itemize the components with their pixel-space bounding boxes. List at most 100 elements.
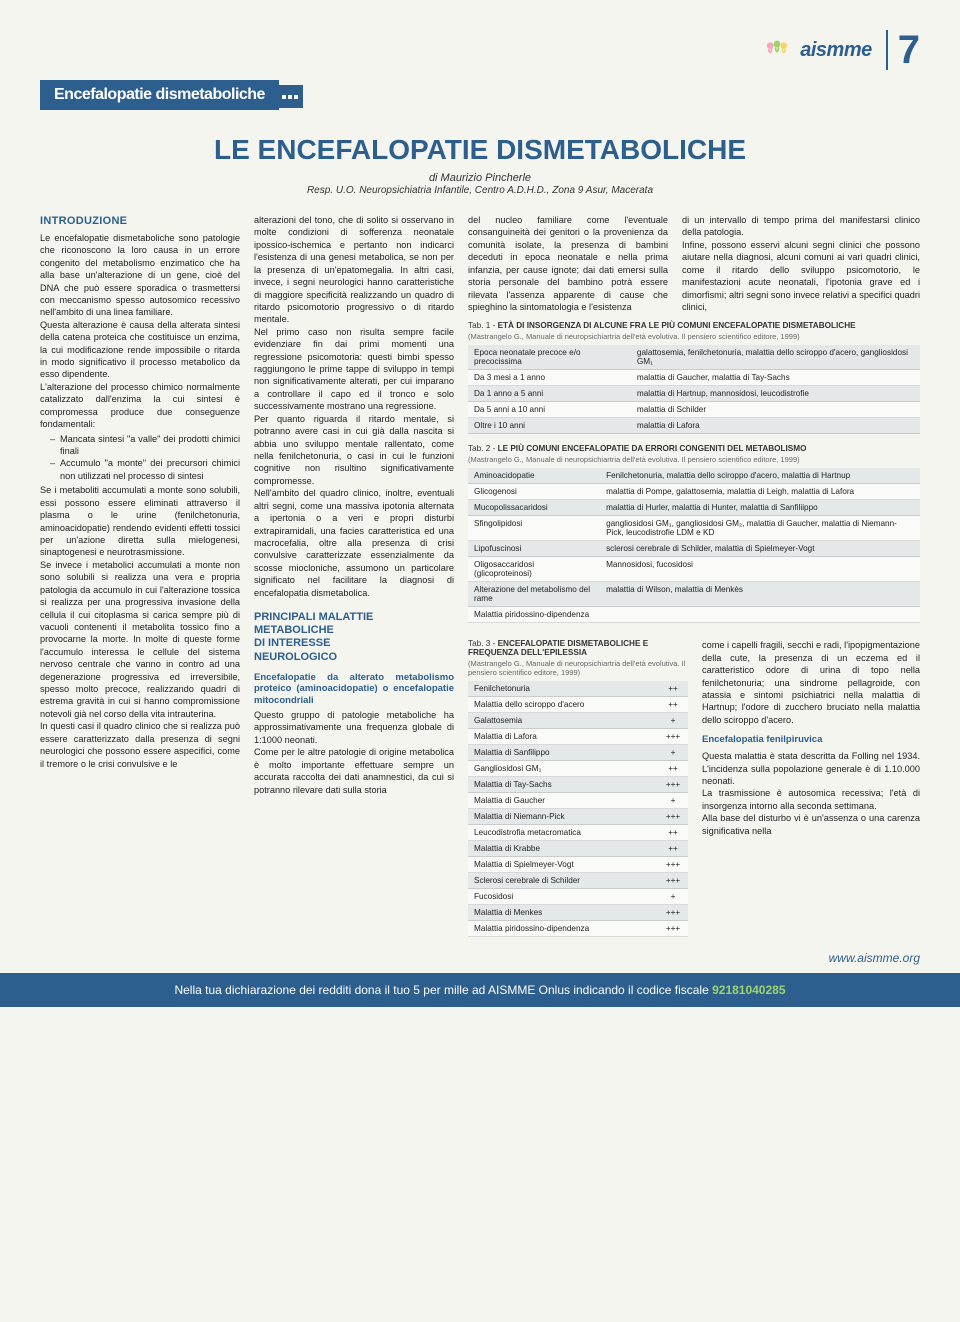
table-row: Malattia di Tay-Sachs+++ bbox=[468, 777, 688, 793]
body-text: Questa alterazione è causa della alterat… bbox=[40, 319, 240, 381]
aismme-logo-icon bbox=[760, 37, 794, 63]
table-row: Malattia dello sciroppo d'acero++ bbox=[468, 697, 688, 713]
table-cell: +++ bbox=[658, 777, 688, 793]
table-cell: malattia di Lafora bbox=[631, 418, 920, 434]
table-row: Malattia di Lafora+++ bbox=[468, 729, 688, 745]
table-cell: Fucosidosi bbox=[468, 889, 658, 905]
table-cell: malattia di Schilder bbox=[631, 402, 920, 418]
right-top-row: del nucleo familiare come l'eventuale co… bbox=[468, 214, 920, 313]
brand-name: aismme bbox=[800, 39, 872, 62]
table-2-title: Tab. 2 - LE PIÙ COMUNI ENCEFALOPATIE DA … bbox=[468, 444, 920, 453]
header-row: aismme 7 bbox=[40, 30, 920, 70]
list-item: Mancata sintesi "a valle" dei prodotti c… bbox=[50, 433, 240, 458]
section-tab: Encefalopatie dismetaboliche bbox=[40, 80, 279, 110]
table-cell: Sfingolipidosi bbox=[468, 516, 600, 541]
table-row: Gangliosidosi GM₁++ bbox=[468, 761, 688, 777]
column-3-top: del nucleo familiare come l'eventuale co… bbox=[468, 214, 668, 313]
table-row: Oligosaccaridosi (glicoproteinosi)Mannos… bbox=[468, 557, 920, 582]
body-text: alterazioni del tono, che di solito si o… bbox=[254, 214, 454, 326]
table-cell: +++ bbox=[658, 809, 688, 825]
table-row: Da 3 mesi a 1 annomalattia di Gaucher, m… bbox=[468, 370, 920, 386]
table-cell: Malattia di Menkes bbox=[468, 905, 658, 921]
table-cell: ++ bbox=[658, 681, 688, 697]
table-2-block: Tab. 2 - LE PIÙ COMUNI ENCEFALOPATIE DA … bbox=[468, 444, 920, 623]
table-cell: +++ bbox=[658, 921, 688, 937]
table-cell: malattia di Hurler, malattia di Hunter, … bbox=[600, 500, 920, 516]
table-row: Alterazione del metabolismo del ramemala… bbox=[468, 582, 920, 607]
table-cell: Malattia di Sanfilippo bbox=[468, 745, 658, 761]
table-1: Epoca neonatale precoce e/o precocissima… bbox=[468, 345, 920, 434]
column-1: INTRODUZIONE Le encefalopatie dismetabol… bbox=[40, 214, 240, 965]
table-2-sub: (Mastrangelo G., Manuale di neuropsichia… bbox=[468, 455, 920, 464]
table-1-block: Tab. 1 - ETÀ DI INSORGENZA DI ALCUNE FRA… bbox=[468, 321, 920, 434]
table-cell: malattia di Wilson, malattia di Menkès bbox=[600, 582, 920, 607]
table-cell: malattia di Gaucher, malattia di Tay-Sac… bbox=[631, 370, 920, 386]
table-cell: Alterazione del metabolismo del rame bbox=[468, 582, 600, 607]
table-row: Malattia di Sanfilippo+ bbox=[468, 745, 688, 761]
table-cell: Da 5 anni a 10 anni bbox=[468, 402, 631, 418]
table-cell: +++ bbox=[658, 857, 688, 873]
table-cell: malattia di Pompe, galattosemia, malatti… bbox=[600, 484, 920, 500]
logo: aismme 7 bbox=[760, 30, 920, 70]
table-cell: Malattia di Krabbe bbox=[468, 841, 658, 857]
table-row: Da 1 anno a 5 annimalattia di Hartnup, m… bbox=[468, 386, 920, 402]
table-row: Malattia piridossino-dipendenza bbox=[468, 607, 920, 623]
table-row: Glicogenosimalattia di Pompe, galattosem… bbox=[468, 484, 920, 500]
table-cell: ++ bbox=[658, 841, 688, 857]
table-1-sub: (Mastrangelo G., Manuale di neuropsichia… bbox=[468, 332, 920, 341]
body-text: In questi casi il quadro clinico che si … bbox=[40, 720, 240, 770]
table-cell: Lipofuscinosi bbox=[468, 541, 600, 557]
table-row: Malattia di Menkes+++ bbox=[468, 905, 688, 921]
table-row: Oltre i 10 annimalattia di Lafora bbox=[468, 418, 920, 434]
table-cell: Fenilchetonuria bbox=[468, 681, 658, 697]
table-row: Galattosemia+ bbox=[468, 713, 688, 729]
list-item: Accumulo "a monte" dei precursori chimic… bbox=[50, 457, 240, 482]
lower-row: Tab. 3 - ENCEFALOPATIE DISMETABOLICHE E … bbox=[468, 639, 920, 947]
table-row: Lipofuscinosisclerosi cerebrale di Schil… bbox=[468, 541, 920, 557]
column-4-top: di un intervallo di tempo prima del mani… bbox=[682, 214, 920, 313]
subsection-heading: Encefalopatia fenilpiruvica bbox=[702, 734, 920, 747]
table-cell: ++ bbox=[658, 825, 688, 841]
body-text: L'alterazione del processo chimico norma… bbox=[40, 381, 240, 431]
body-text: Per quanto riguarda il ritardo mentale, … bbox=[254, 413, 454, 488]
section-tab-dots bbox=[277, 85, 303, 108]
table-cell: Leucodistrofia metacromatica bbox=[468, 825, 658, 841]
right-block: del nucleo familiare come l'eventuale co… bbox=[468, 214, 920, 965]
table-cell: Malattia di Tay-Sachs bbox=[468, 777, 658, 793]
table-cell: Malattia piridossino-dipendenza bbox=[468, 607, 600, 623]
author-line: di Maurizio Pincherle bbox=[40, 172, 920, 184]
table-row: Leucodistrofia metacromatica++ bbox=[468, 825, 688, 841]
title-block: LE ENCEFALOPATIE DISMETABOLICHE bbox=[40, 134, 920, 166]
table-cell: Malattia piridossino-dipendenza bbox=[468, 921, 658, 937]
intro-heading: INTRODUZIONE bbox=[40, 214, 240, 229]
table-cell: malattia di Hartnup, mannosidosi, leucod… bbox=[631, 386, 920, 402]
table-cell: ++ bbox=[658, 697, 688, 713]
website-line: www.aismme.org bbox=[468, 951, 920, 965]
table-row: Sclerosi cerebrale di Schilder+++ bbox=[468, 873, 688, 889]
section-tab-row: Encefalopatie dismetaboliche bbox=[40, 80, 920, 110]
body-text: Come per le altre patologie di origine m… bbox=[254, 746, 454, 796]
table-cell: +++ bbox=[658, 905, 688, 921]
table-cell: Malattia di Spielmeyer-Vogt bbox=[468, 857, 658, 873]
table-row: Sfingolipidosigangliosidosi GM₁, ganglio… bbox=[468, 516, 920, 541]
table-row: Malattia di Gaucher+ bbox=[468, 793, 688, 809]
table-cell: Aminoacidopatie bbox=[468, 468, 600, 484]
body-text: Nel primo caso non risulta sempre facile… bbox=[254, 326, 454, 413]
table-2: AminoacidopatieFenilchetonuria, malattia… bbox=[468, 468, 920, 623]
table-cell bbox=[600, 607, 920, 623]
body-text: Questo gruppo di patologie metaboliche h… bbox=[254, 709, 454, 746]
body-text: La trasmissione è autosomica recessiva; … bbox=[702, 787, 920, 812]
body-text: Se i metaboliti accumulati a monte sono … bbox=[40, 484, 240, 559]
table-cell: Mucopolissacaridosi bbox=[468, 500, 600, 516]
table-cell: +++ bbox=[658, 729, 688, 745]
page-number: 7 bbox=[886, 30, 920, 70]
table-3-sub: (Mastrangelo G., Manuale di neuropsichia… bbox=[468, 659, 688, 677]
table-cell: Epoca neonatale precoce e/o precocissima bbox=[468, 345, 631, 370]
table-cell: gangliosidosi GM₁, gangliosidosi GM₂, ma… bbox=[600, 516, 920, 541]
subsection-heading: Encefalopatie da alterato metabolismo pr… bbox=[254, 672, 454, 706]
section-heading: PRINCIPALI MALATTIE METABOLICHE DI INTER… bbox=[254, 611, 454, 664]
table-cell: Glicogenosi bbox=[468, 484, 600, 500]
body-text: Questa malattia è stata descritta da Fol… bbox=[702, 750, 920, 787]
table-cell: galattosemia, fenilchetonuria, malattia … bbox=[631, 345, 920, 370]
body-text: Nell'ambito del quadro clinico, inoltre,… bbox=[254, 487, 454, 599]
